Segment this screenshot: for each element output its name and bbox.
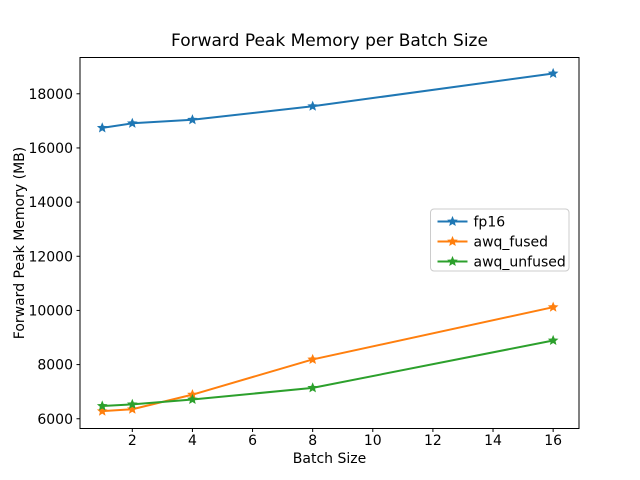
data-point-marker-awq_fused xyxy=(96,405,108,416)
x-tick-label: 4 xyxy=(188,433,197,449)
series-line-awq_unfused xyxy=(101,339,555,408)
data-point-marker-awq_unfused xyxy=(307,382,318,393)
data-point-marker-awq_unfused xyxy=(547,334,559,346)
data-point-marker-awq_unfused xyxy=(187,393,198,405)
legend-marker xyxy=(447,235,458,247)
data-point-marker-fp16 xyxy=(126,117,138,128)
legend-label-awq_fused: awq_fused xyxy=(474,235,549,251)
legend-box xyxy=(430,208,570,272)
data-point-marker-fp16 xyxy=(187,114,198,125)
data-point-marker-awq_unfused xyxy=(96,400,108,411)
data-series xyxy=(96,67,559,416)
x-axis-label: Batch Size xyxy=(293,451,366,467)
data-point-marker-awq_fused xyxy=(307,353,318,364)
data-point-marker-fp16 xyxy=(96,122,108,133)
data-point-marker-awq_fused xyxy=(547,301,559,312)
data-point-marker-awq_unfused xyxy=(126,398,138,409)
plot-spines xyxy=(79,57,580,429)
y-tick-label: 6000 xyxy=(37,412,73,428)
series-line-awq_fused xyxy=(101,306,555,413)
x-tick-label: 14 xyxy=(484,433,502,449)
y-tick-label: 16000 xyxy=(28,141,73,157)
y-axis-label: Forward Peak Memory (MB) xyxy=(12,147,28,339)
y-tick-label: 12000 xyxy=(28,249,73,265)
legend-marker xyxy=(447,215,458,227)
series-line-fp16 xyxy=(101,72,555,129)
y-tick-label: 18000 xyxy=(28,87,73,103)
data-point-marker-fp16 xyxy=(307,100,318,111)
data-point-marker-awq_fused xyxy=(126,403,138,414)
x-tick-label: 12 xyxy=(424,433,442,449)
legend-label-fp16: fp16 xyxy=(474,215,506,231)
legend-marker xyxy=(447,255,458,267)
x-tick-label: 6 xyxy=(248,433,257,449)
y-tick-label: 10000 xyxy=(28,303,73,319)
x-tick-label: 8 xyxy=(308,433,317,449)
x-tick-label: 2 xyxy=(128,433,137,449)
data-point-marker-fp16 xyxy=(547,67,559,79)
legend-label-awq_unfused: awq_unfused xyxy=(474,255,566,271)
x-tick-label: 16 xyxy=(544,433,562,449)
y-tick-label: 14000 xyxy=(28,195,73,211)
chart-title: Forward Peak Memory per Batch Size xyxy=(171,31,488,51)
legend: fp16 awq_fused awq_unfused xyxy=(430,208,570,272)
x-tick-label: 10 xyxy=(364,433,382,449)
y-tick-label: 8000 xyxy=(37,358,73,374)
axes: 2 4 6 8 10 12 14 16 6000 8000 10000 12000 14000 16000… xyxy=(28,57,580,449)
